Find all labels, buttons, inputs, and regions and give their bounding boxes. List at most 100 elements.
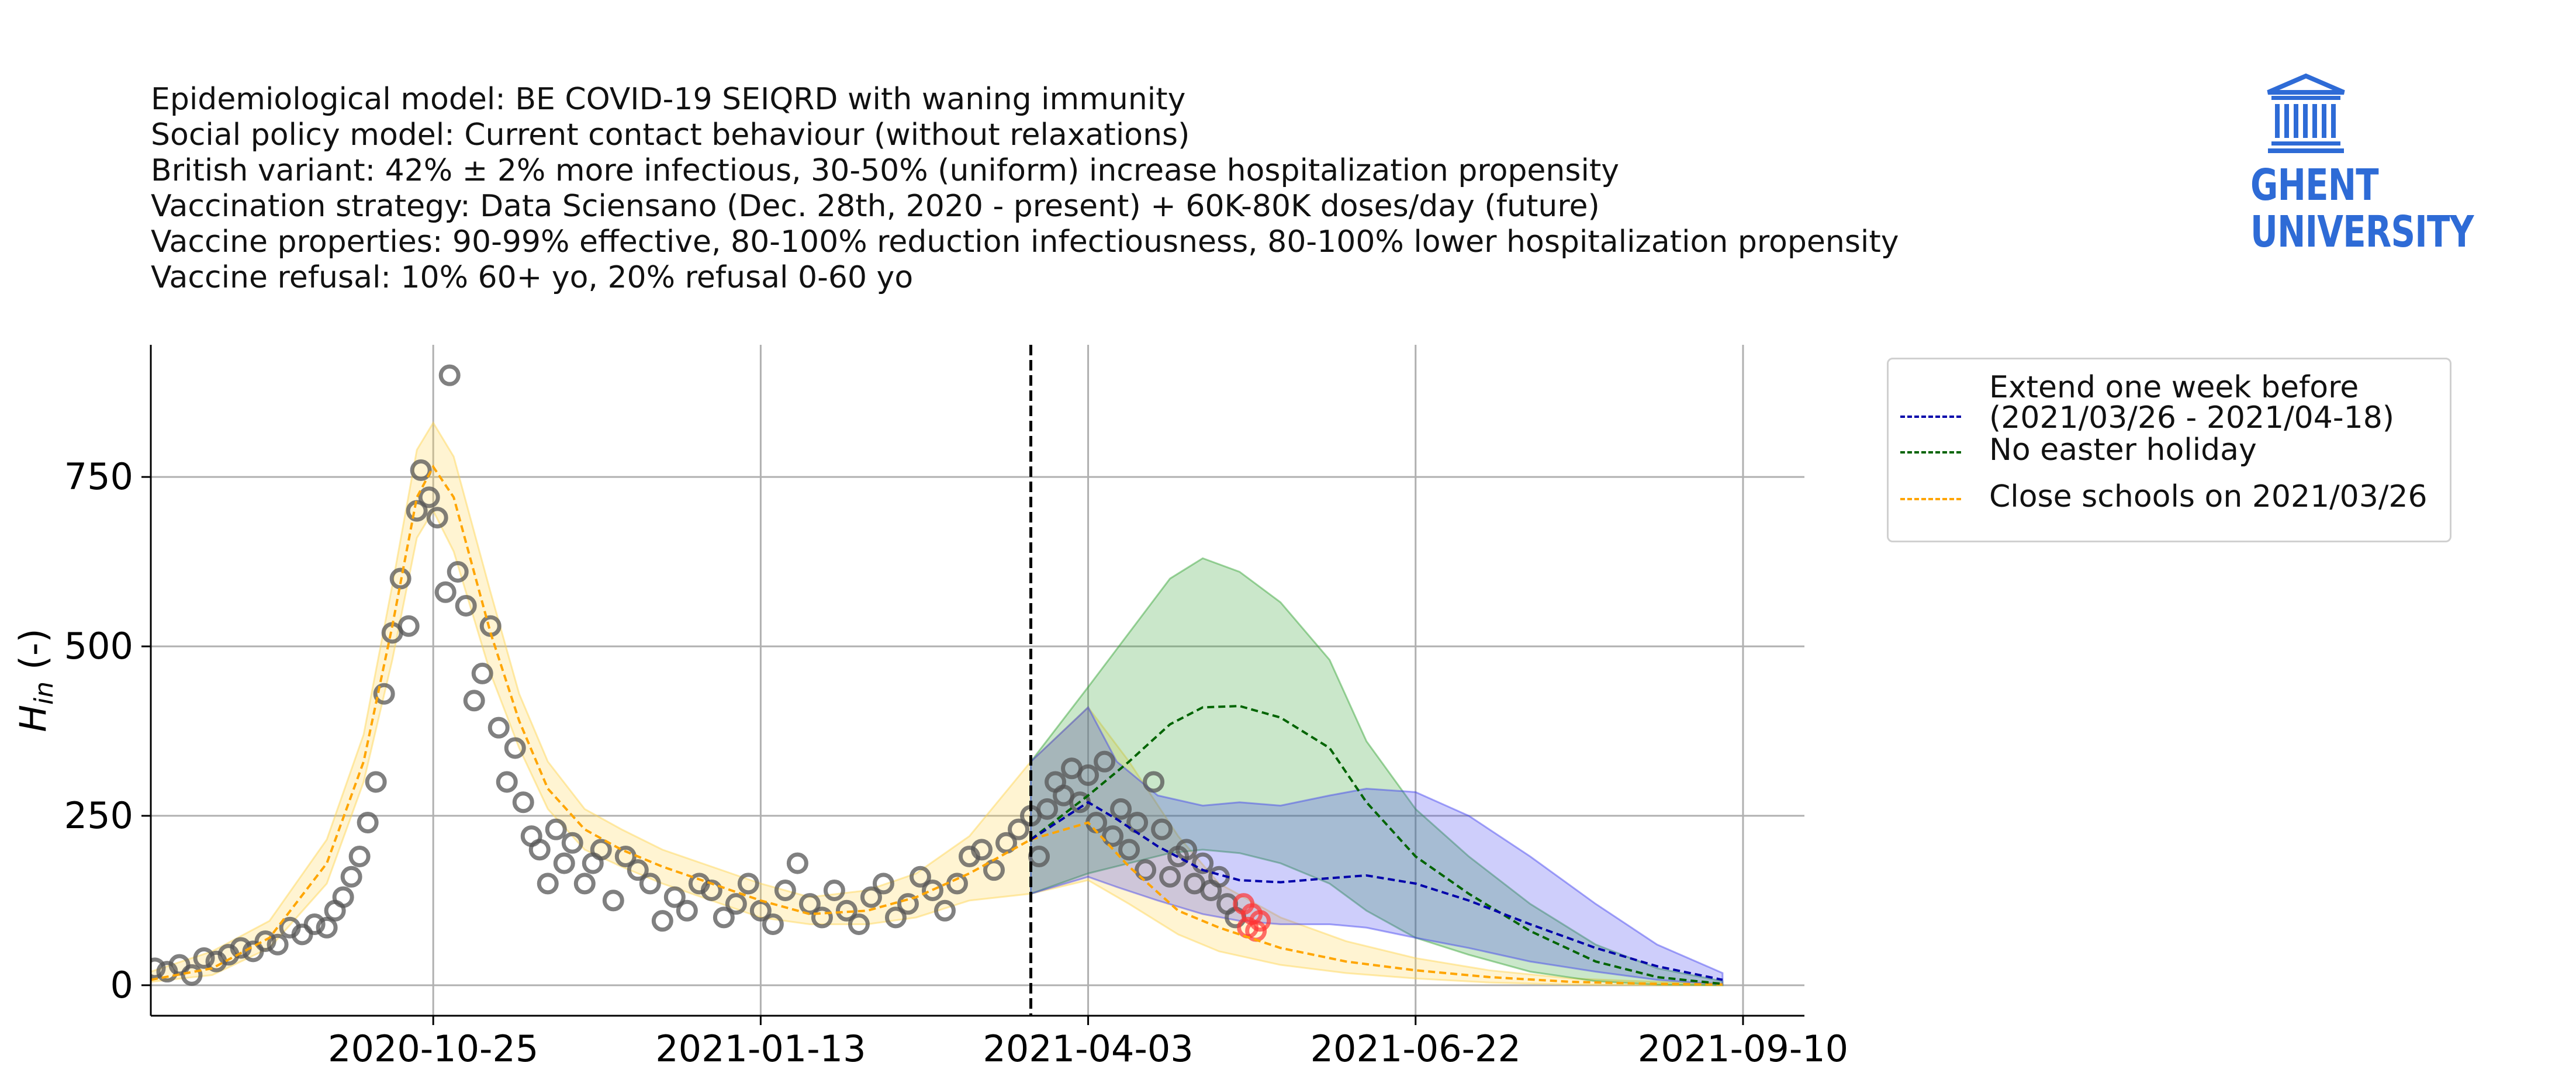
y-tick-label-0: 0: [110, 964, 133, 1006]
observed-point-32: [455, 594, 477, 617]
chart-legend: Extend one week before (2021/03/26 - 2021…: [1887, 358, 2451, 542]
recent-point-4: [1249, 910, 1271, 932]
observed-point-27: [418, 486, 440, 508]
band-series-2: [1030, 557, 1724, 987]
x-tick-label-3: 2021-06-22: [1311, 1027, 1521, 1070]
observed-point-29: [434, 581, 457, 603]
observed-point-24: [397, 615, 420, 637]
observed-point-90: [1077, 764, 1099, 786]
observed-point-44: [553, 852, 575, 874]
legend-label-1-2: (2021/03/26 - 2021/04-18): [1989, 400, 2395, 435]
observed-point-71: [872, 873, 894, 895]
observed-point-41: [528, 839, 551, 861]
legend-label-3-1: Close schools on 2021/03/26: [1989, 479, 2428, 514]
figure-header: Epidemiological model: BE COVID-19 SEIQR…: [151, 82, 1899, 296]
y-axis-label-subscript: in: [29, 681, 59, 705]
observed-point-82: [1008, 818, 1030, 840]
x-tick-label-2: 2021-04-03: [983, 1027, 1193, 1070]
observed-point-58: [713, 906, 735, 929]
observed-point-59: [725, 893, 747, 915]
observed-point-57: [700, 879, 722, 901]
observed-point-13: [303, 913, 326, 935]
observed-point-104: [1192, 852, 1214, 874]
logo-line-1: GHENT: [2250, 160, 2379, 210]
legend-swatch-2: [1900, 451, 1961, 454]
band-series-3: [151, 421, 1724, 987]
observed-point-0: [151, 957, 166, 979]
ghent-university-logo: GHENT UNIVERSITY: [2250, 70, 2484, 257]
observed-point-45: [561, 832, 583, 854]
observed-point-23: [389, 567, 412, 590]
observed-point-72: [884, 906, 907, 929]
legend-label-1-1: Extend one week before: [1989, 370, 2359, 405]
y-tick-label-2: 500: [64, 625, 133, 667]
header-line-3: British variant: 42% ± 2% more infectiou…: [151, 153, 1620, 188]
observed-point-67: [823, 879, 845, 901]
x-tick-label-4: 2021-09-10: [1638, 1027, 1848, 1070]
observed-point-61: [749, 899, 772, 922]
observed-point-50: [614, 845, 637, 867]
observed-point-16: [332, 886, 354, 908]
header-line-4: Vaccination strategy: Data Sciensano (De…: [151, 189, 1600, 224]
observed-point-42: [537, 873, 559, 895]
observed-point-95: [1118, 839, 1140, 861]
observed-point-93: [1102, 825, 1124, 847]
building-icon: [2267, 73, 2345, 153]
header-line-2: Social policy model: Current contact beh…: [151, 117, 1190, 153]
observed-point-31: [447, 560, 469, 583]
line-series-2: [1030, 705, 1723, 985]
observed-point-68: [835, 899, 857, 922]
observed-point-4: [193, 947, 215, 969]
observed-point-73: [897, 893, 919, 915]
observed-point-46: [573, 873, 596, 895]
observed-point-18: [348, 845, 371, 867]
x-tick-label-1: 2021-01-13: [655, 1027, 866, 1070]
observed-point-76: [933, 899, 956, 922]
observed-point-80: [983, 859, 1005, 881]
observed-point-53: [651, 910, 673, 932]
observed-point-37: [496, 771, 518, 793]
line-series-3: [151, 464, 1723, 986]
observed-point-55: [676, 899, 698, 922]
y-tick-label-3: 750: [64, 455, 133, 498]
observed-point-17: [340, 866, 362, 888]
observed-point-64: [786, 852, 808, 874]
observed-point-75: [921, 879, 943, 901]
observed-point-33: [463, 690, 485, 712]
legend-label-2-1: No easter holiday: [1989, 432, 2257, 468]
observed-point-26: [410, 459, 432, 482]
header-line-1: Epidemiological model: BE COVID-19 SEIQR…: [151, 82, 1186, 117]
observed-point-38: [504, 737, 526, 759]
observed-point-3: [181, 964, 203, 986]
y-axis-label: Hin (-): [12, 628, 59, 732]
observed-point-19: [357, 812, 379, 834]
observed-point-60: [737, 873, 759, 895]
observed-point-51: [627, 859, 649, 881]
y-axis-label-var: H: [12, 705, 54, 732]
observed-point-52: [639, 873, 661, 895]
observed-point-48: [590, 839, 612, 861]
observed-point-9: [254, 930, 276, 952]
legend-swatch-3: [1900, 498, 1961, 500]
observed-point-69: [848, 913, 870, 935]
plot-area: [151, 364, 1724, 987]
observed-point-49: [602, 889, 624, 912]
observed-point-81: [995, 832, 1018, 854]
observed-point-43: [545, 818, 567, 840]
observed-point-79: [971, 839, 993, 861]
observed-point-21: [373, 683, 395, 705]
observed-point-30: [438, 364, 461, 386]
observed-point-97: [1135, 859, 1157, 881]
x-tick-label-0: 2020-10-25: [328, 1027, 538, 1070]
observed-point-99: [1151, 818, 1173, 840]
observed-point-28: [426, 507, 448, 529]
header-line-5: Vaccine properties: 90-99% effective, 80…: [151, 224, 1899, 259]
observed-point-98: [1143, 771, 1165, 793]
observed-point-100: [1159, 866, 1181, 888]
y-tick-label-1: 250: [64, 794, 133, 837]
observed-point-70: [860, 886, 882, 908]
logo-line-2: UNIVERSITY: [2250, 207, 2474, 257]
observed-point-34: [471, 662, 493, 684]
observed-point-39: [512, 791, 534, 814]
